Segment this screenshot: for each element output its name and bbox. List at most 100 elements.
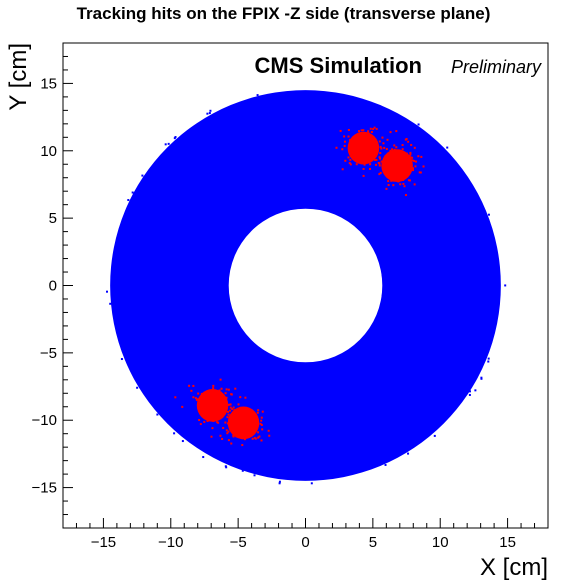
cluster-hit xyxy=(378,156,381,159)
cluster-hit xyxy=(210,435,213,438)
cluster-hit xyxy=(227,410,230,413)
cluster-hit xyxy=(350,142,353,145)
y-tick-label: 5 xyxy=(49,210,57,227)
hit-point xyxy=(474,389,477,392)
cluster-hit xyxy=(232,428,235,431)
cluster-hit xyxy=(214,401,217,404)
cluster-hit xyxy=(378,140,381,143)
cluster-hit xyxy=(406,168,409,171)
cluster-hit xyxy=(360,151,363,154)
cluster-hit xyxy=(401,148,404,151)
x-tick-label: −10 xyxy=(158,534,183,551)
hit-point xyxy=(173,432,176,435)
cluster-hit xyxy=(413,183,416,186)
cluster-hit xyxy=(236,428,239,431)
cluster-hit xyxy=(239,424,242,427)
cluster-hit xyxy=(201,392,204,395)
cluster-hit xyxy=(181,405,184,408)
cluster-hit xyxy=(382,168,385,171)
cluster-hit xyxy=(386,138,389,141)
cluster-hit xyxy=(391,155,394,158)
cluster-hit xyxy=(219,378,222,381)
cluster-hit xyxy=(375,147,378,150)
cluster-hit xyxy=(212,412,215,415)
x-tick-label: 15 xyxy=(499,534,516,551)
cluster-hit xyxy=(224,401,227,404)
cluster-hit xyxy=(413,159,416,162)
hit-point xyxy=(433,434,436,437)
cluster-hit xyxy=(363,157,366,160)
cluster-hit xyxy=(227,413,230,416)
cluster-hit xyxy=(245,407,248,410)
cluster-hit xyxy=(365,138,368,141)
cluster-hit xyxy=(364,147,367,150)
cluster-hit xyxy=(210,406,213,409)
hit-point xyxy=(480,376,483,379)
hit-point xyxy=(468,390,471,393)
cluster-hit xyxy=(382,161,385,164)
cluster-hit xyxy=(405,165,408,168)
cluster-hit xyxy=(401,144,404,147)
cluster-hit xyxy=(192,396,195,399)
cluster-hit xyxy=(252,416,255,419)
cluster-hit xyxy=(364,136,367,139)
cluster-hit xyxy=(399,183,402,186)
cluster-hit xyxy=(390,164,393,167)
cluster-hit xyxy=(405,137,408,140)
cluster-hit xyxy=(363,144,366,147)
cluster-hit xyxy=(237,417,240,420)
cluster-hit xyxy=(381,136,384,139)
cluster-hit xyxy=(393,144,396,147)
cluster-hit xyxy=(347,128,350,131)
cluster-hit xyxy=(251,437,254,440)
cluster-hit xyxy=(374,163,377,166)
cluster-hit xyxy=(210,402,213,405)
y-tick-label: −15 xyxy=(32,480,57,497)
cluster-hit xyxy=(235,412,238,415)
cluster-hit xyxy=(402,164,405,167)
cluster-hit xyxy=(188,384,191,387)
cluster-hit xyxy=(356,139,359,142)
cluster-hit xyxy=(385,187,388,190)
cluster-hit xyxy=(225,396,228,399)
cluster-hit xyxy=(192,384,195,387)
cluster-hit xyxy=(234,417,237,420)
cluster-hit xyxy=(267,429,270,432)
cluster-hit xyxy=(215,406,218,409)
cluster-hit xyxy=(408,155,411,158)
cluster-hit xyxy=(383,146,386,149)
cluster-hit xyxy=(403,161,406,164)
cluster-hit xyxy=(397,180,400,183)
cluster-hit xyxy=(372,156,375,159)
cluster-hit xyxy=(374,158,377,161)
cluster-hit xyxy=(351,146,354,149)
cluster-hit xyxy=(214,413,217,416)
cluster-hit xyxy=(260,419,263,422)
cluster-hit xyxy=(229,403,232,406)
cluster-hit xyxy=(381,162,384,165)
cluster-hit xyxy=(244,396,247,399)
cluster-hit xyxy=(250,434,253,437)
cluster-hit xyxy=(368,140,371,143)
cluster-hit xyxy=(364,143,367,146)
cluster-hit xyxy=(208,390,211,393)
x-tick-label: 10 xyxy=(432,534,449,551)
cluster-hit xyxy=(211,427,214,430)
cluster-hit xyxy=(225,388,228,391)
cluster-hit xyxy=(395,146,398,149)
cluster-hit xyxy=(379,157,382,160)
cluster-hit xyxy=(417,155,420,158)
cluster-hit xyxy=(413,146,416,149)
cluster-hit xyxy=(209,419,212,422)
cluster-hit xyxy=(414,165,417,168)
cluster-hit xyxy=(219,391,222,394)
cluster-hit xyxy=(216,414,219,417)
cluster-hit xyxy=(363,161,366,164)
cluster-hit xyxy=(238,420,241,423)
cluster-hit xyxy=(362,143,365,146)
cluster-hit xyxy=(255,424,258,427)
cluster-hit xyxy=(211,410,214,413)
cluster-hit xyxy=(250,428,253,431)
cluster-hit xyxy=(379,171,382,174)
cluster-hit xyxy=(361,159,364,162)
